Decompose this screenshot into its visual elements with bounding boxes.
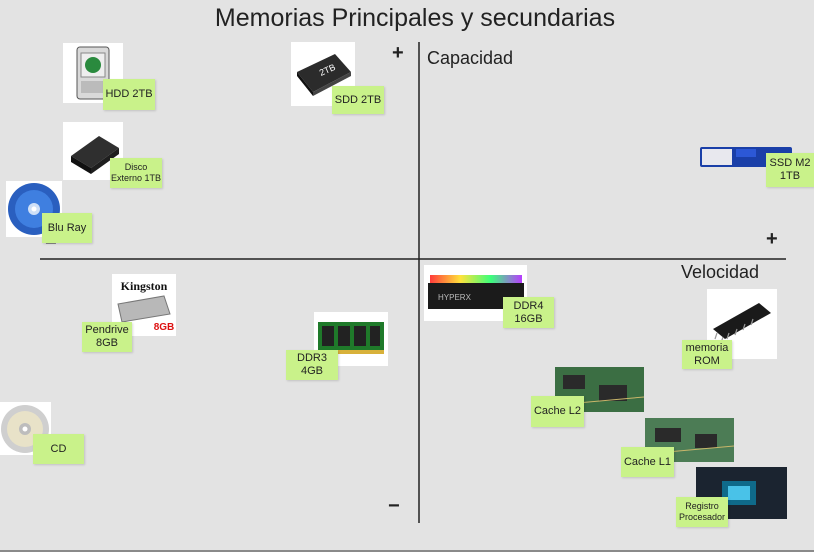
ddr3-icon: [314, 312, 388, 366]
cd-note: CD: [33, 434, 84, 464]
y-plus-sign: +: [392, 42, 404, 64]
hdd-note: HDD 2TB: [103, 79, 155, 110]
x-plus-sign: +: [766, 228, 778, 250]
pendrive-note: Pendrive 8GB: [82, 322, 132, 352]
ddr4-note: DDR4 16GB: [503, 297, 554, 328]
external-disk-note: Disco Externo 1TB: [110, 158, 162, 188]
x-axis-label: Velocidad: [681, 262, 760, 282]
svg-text:8GB: 8GB: [154, 322, 175, 333]
svg-text:Kingston: Kingston: [121, 279, 168, 293]
cache-l2-note: Cache L2: [531, 396, 584, 427]
x-minus-sign: −: [45, 232, 57, 254]
bottom-border: [0, 550, 814, 552]
y-minus-sign: −: [388, 495, 400, 517]
ddr3-note: DDR3 4GB: [286, 350, 338, 380]
hdd-icon: [63, 43, 123, 103]
diagram-title: Memorias Principales y secundarias: [214, 4, 616, 32]
ssd-m2-icon: [700, 145, 792, 169]
cpu-note: Registro Procesador: [676, 497, 728, 527]
rom-note: memoria ROM: [682, 340, 732, 369]
ssd-note: SDD 2TB: [332, 86, 384, 114]
bluray-note: Blu Ray: [42, 213, 92, 243]
cache-l1-note: Cache L1: [621, 447, 674, 477]
svg-text:HYPERX: HYPERX: [438, 293, 472, 302]
ssd-m2-note: SSD M2 1TB: [766, 153, 814, 187]
y-axis-label: Capacidad: [427, 48, 514, 68]
